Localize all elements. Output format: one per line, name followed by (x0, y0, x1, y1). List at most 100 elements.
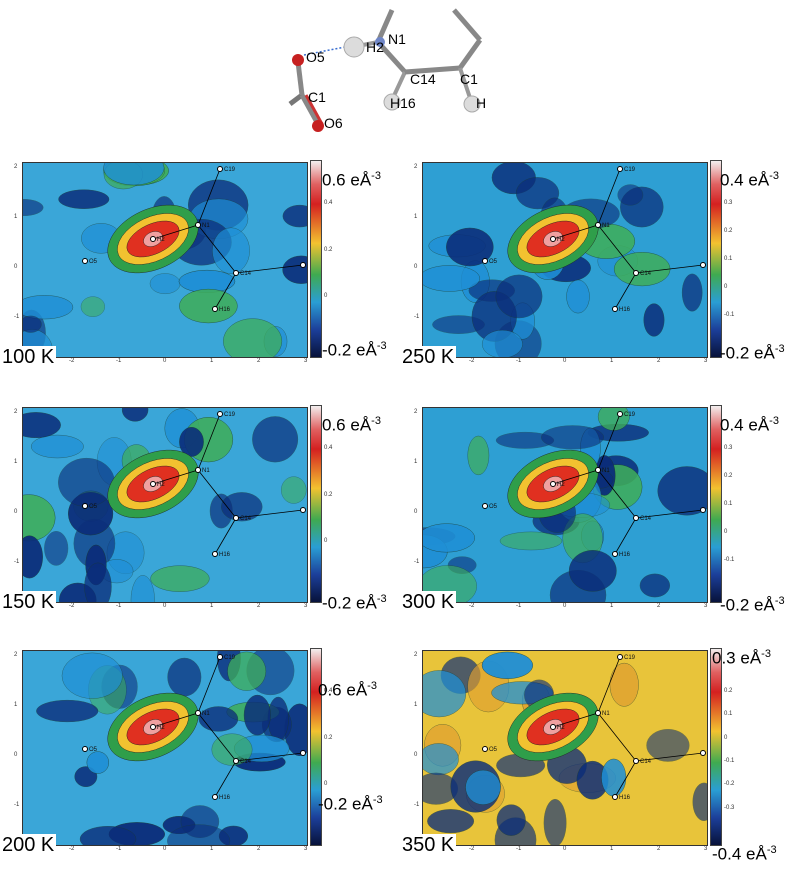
x-tick-label: 1 (210, 603, 214, 609)
colorbar-max-label: 0.6 eÅ-3 (318, 680, 377, 701)
density-blob (79, 826, 137, 845)
colorbar-tick-label: -0.1 (724, 312, 735, 318)
density-panel-p250: O5H2N1C19C14C15H16-3-2-10123210-10.30.20… (400, 160, 790, 400)
density-blob (179, 427, 204, 457)
contour-map-svg: O5H2N1C19C14C15H16 (423, 163, 707, 357)
density-blob (221, 492, 263, 522)
x-tick-label: -2 (469, 846, 475, 852)
y-tick-label: 1 (14, 214, 18, 220)
contour-map-svg: O5H2N1C19C14C15H16 (423, 651, 707, 845)
max-value: 0.6 (322, 170, 346, 190)
bond-line (197, 168, 221, 226)
colorbar-tick-label: 0.4 (324, 200, 333, 206)
atom-label-h: H (476, 95, 486, 111)
colorbar-max-label: 0.4 eÅ-3 (720, 170, 779, 191)
atom-marker (612, 551, 618, 557)
x-tick-label: 0 (163, 358, 167, 364)
min-value: -0.4 (712, 844, 742, 864)
atom-marker (700, 750, 706, 756)
bond-line (552, 712, 599, 728)
density-blob (23, 535, 43, 579)
colorbar-tick-label: 0 (724, 284, 728, 290)
density-blob (44, 531, 69, 566)
y-tick-label: -1 (414, 314, 420, 320)
atom-label: H2 (157, 237, 165, 243)
atom-marker (617, 166, 623, 172)
bond-line (552, 224, 599, 240)
contour-map-svg: O5H2N1C19C14C15H16 (423, 408, 707, 602)
atom-label: H16 (219, 552, 231, 558)
y-tick-label: 2 (14, 409, 18, 415)
atom-marker (150, 236, 156, 242)
atom-marker (550, 481, 556, 487)
density-blob (566, 279, 590, 314)
colorbar-min-label: -0.2 eÅ-3 (720, 595, 785, 616)
bond-line (235, 509, 304, 519)
atom-label: H16 (219, 795, 231, 801)
atom-label: O5 (489, 504, 498, 510)
y-tick-label: -1 (14, 559, 20, 565)
atom-label: N1 (202, 223, 210, 229)
atom-label: H2 (557, 482, 565, 488)
atom-label-c1: C1 (308, 89, 326, 105)
density-panel-p200: O5H2N1C19C14C15H16-3-2-10123210-10.40.20… (0, 648, 390, 888)
unit-exponent: -3 (769, 170, 779, 182)
density-blob (267, 696, 289, 741)
unit: eÅ (748, 170, 770, 190)
colorbar-min-label: -0.2 eÅ-3 (322, 340, 387, 361)
colorbar-tick-label: 0 (324, 781, 328, 788)
density-blob (80, 296, 105, 317)
unit: eÅ (356, 340, 377, 360)
density-blob (243, 694, 271, 736)
max-value: 0.4 (720, 415, 744, 435)
bond-line (197, 469, 237, 519)
x-tick-label: -2 (469, 358, 475, 364)
density-blob (36, 699, 99, 723)
atom-marker (233, 515, 239, 521)
atom-marker (595, 222, 601, 228)
unit: eÅ (748, 415, 770, 435)
x-tick-label: -1 (116, 603, 122, 609)
density-blob (465, 769, 501, 805)
colorbar-tick-label: 0.2 (724, 688, 733, 694)
x-tick-label: 2 (657, 358, 661, 364)
x-tick-label: 1 (610, 603, 614, 609)
atom-marker (612, 306, 618, 312)
density-blob (23, 199, 44, 216)
difference-density-map: O5H2N1C19C14C15H16 (422, 162, 708, 358)
density-blob (167, 657, 202, 697)
bond-line (197, 413, 221, 471)
density-blob (601, 758, 627, 797)
y-tick-label: -1 (414, 559, 420, 565)
colorbar-tick-label: -0.3 (724, 804, 735, 811)
colorbar-tick-label: 0 (724, 529, 728, 535)
temperature-label: 350 K (400, 834, 457, 856)
density-blob (541, 425, 604, 450)
atom-marker (150, 481, 156, 487)
y-tick-label: 2 (414, 164, 418, 170)
atom-label: H16 (619, 552, 631, 558)
density-blob (543, 798, 567, 845)
density-blob (282, 204, 307, 228)
atom-label: C19 (224, 412, 236, 418)
density-blob (427, 809, 475, 834)
atom-marker (195, 467, 201, 473)
temperature-label: 150 K (0, 591, 57, 613)
colorbar-max-label: 0.4 eÅ-3 (720, 415, 779, 436)
min-value: -0.2 (322, 340, 352, 360)
min-value: -0.2 (720, 343, 750, 363)
x-tick-label: 2 (257, 358, 261, 364)
min-value: -0.2 (322, 593, 352, 613)
temperature-label: 300 K (400, 591, 457, 613)
x-tick-label: 3 (704, 603, 708, 609)
min-value: -0.2 (720, 595, 750, 615)
colorbar-tick-label: 0.1 (724, 501, 733, 507)
colorbar-tick-label: 0 (324, 293, 328, 300)
density-blob (643, 303, 665, 337)
x-tick-label: -2 (469, 603, 475, 609)
atom-marker (82, 503, 88, 509)
bond-line (597, 224, 637, 274)
density-panel-p350: O5H2N1C19C14C15H16-3-2-10123210-10.20.10… (400, 648, 790, 888)
density-blob (681, 273, 703, 312)
atom-label: O5 (89, 504, 98, 510)
